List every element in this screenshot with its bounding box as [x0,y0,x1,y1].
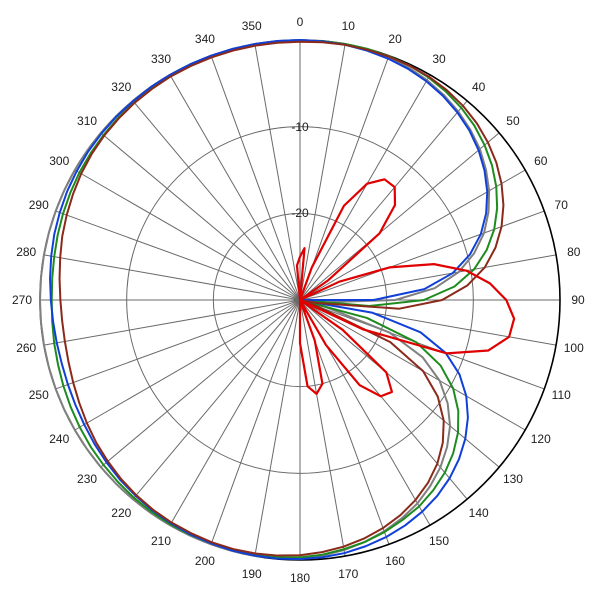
angle-label: 90 [571,293,584,307]
angle-label: 180 [290,571,310,585]
angle-label: 200 [195,554,215,568]
angle-label: 160 [385,554,405,568]
angle-label: 40 [472,80,485,94]
polar-chart-svg [0,0,600,600]
radial-label: -10 [291,120,308,134]
angle-label: 140 [469,506,489,520]
angle-label: 260 [16,341,36,355]
angle-label: 230 [77,472,97,486]
angle-label: 50 [506,114,519,128]
angle-label: 350 [242,19,262,33]
angle-label: 20 [388,32,401,46]
radial-label: -20 [291,206,308,220]
angle-label: 310 [77,114,97,128]
angle-label: 270 [12,293,32,307]
angle-label: 80 [567,245,580,259]
angle-label: 30 [432,52,445,66]
angle-label: 60 [534,154,547,168]
angle-label: 280 [16,245,36,259]
angle-label: 70 [555,198,568,212]
angle-label: 290 [29,198,49,212]
angle-label: 100 [564,341,584,355]
angle-label: 250 [29,388,49,402]
angle-label: 130 [503,472,523,486]
angle-label: 110 [552,388,571,402]
angle-label: 0 [297,15,304,29]
angle-label: 220 [111,506,131,520]
angle-label: 320 [111,80,131,94]
angle-label: 300 [49,154,69,168]
angle-label: 10 [342,19,355,33]
angle-label: 120 [531,432,551,446]
angle-label: 210 [151,534,171,548]
angle-label: 150 [429,534,449,548]
angle-label: 240 [49,432,69,446]
angle-label: 340 [195,32,215,46]
angle-label: 190 [242,567,262,581]
angle-label: 330 [151,52,171,66]
polar-chart: 0 10 20 30 40 50 60 70 80 90 100 110 120 130 140 150 160… [0,0,600,600]
angle-label: 170 [338,567,358,581]
